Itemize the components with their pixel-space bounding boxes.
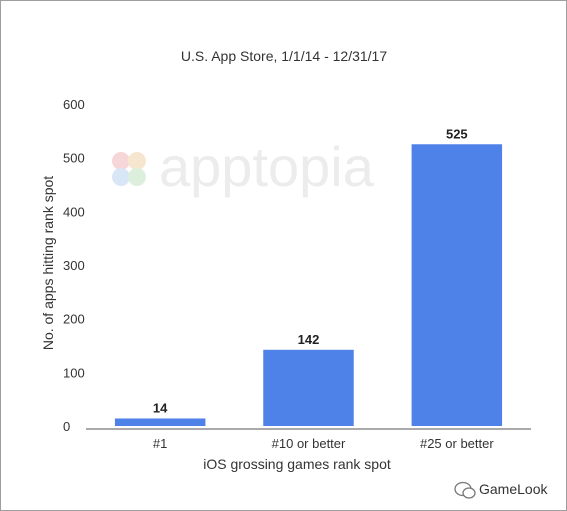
- bar: [411, 144, 503, 426]
- bar: [114, 418, 206, 426]
- wechat-icon: [454, 481, 476, 499]
- x-axis-label: iOS grossing games rank spot: [203, 456, 391, 472]
- y-axis-label: No. of apps hitting rank spot: [40, 176, 56, 350]
- chart-title: U.S. App Store, 1/1/14 - 12/31/17: [181, 48, 387, 64]
- bar-value-label: 14: [153, 400, 168, 415]
- y-tick-label: 0: [63, 419, 70, 434]
- y-tick-label: 100: [63, 365, 85, 380]
- watermark: apptopia: [112, 135, 375, 198]
- bar-value-label: 525: [446, 126, 468, 141]
- bars: [114, 144, 503, 426]
- gamelook-footer: GameLook: [454, 481, 548, 499]
- y-tick-label: 600: [63, 97, 85, 112]
- y-tick-label: 400: [63, 204, 85, 219]
- x-tick-label: #10 or better: [272, 436, 346, 451]
- x-tick-label: #25 or better: [420, 436, 494, 451]
- watermark-text: apptopia: [159, 135, 375, 198]
- bar: [263, 349, 354, 426]
- y-tick-label: 500: [63, 151, 85, 166]
- apptopia-logo-icon: [112, 152, 146, 186]
- footer-brand: GameLook: [479, 481, 548, 497]
- bar-value-label: 142: [298, 332, 320, 347]
- x-tick-label: #1: [153, 436, 167, 451]
- y-tick-label: 200: [63, 312, 85, 327]
- bar-data-labels: 14 142 525: [153, 126, 468, 415]
- y-tick-label: 300: [63, 258, 85, 273]
- y-axis-ticks: 0 100 200 300 400 500 600: [63, 97, 85, 434]
- x-axis-ticks: #1 #10 or better #25 or better: [153, 436, 494, 451]
